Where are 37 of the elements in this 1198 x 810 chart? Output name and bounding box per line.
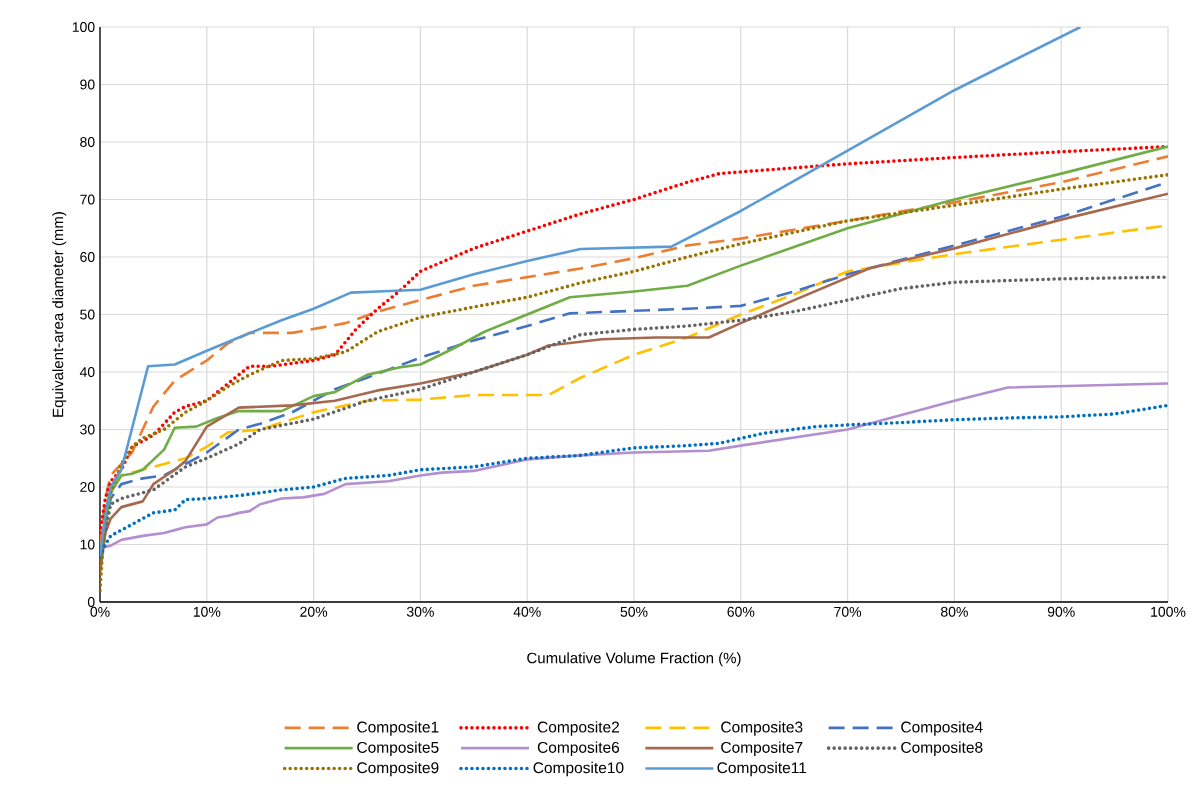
x-tick-label: 20% xyxy=(300,606,328,617)
legend-label: Composite2 xyxy=(537,721,619,736)
y-tick-label: 70 xyxy=(80,194,95,205)
line-series xyxy=(100,26,1082,558)
legend-label: Composite8 xyxy=(901,741,983,756)
y-tick-label: 90 xyxy=(80,79,95,90)
x-tick-label: 60% xyxy=(727,606,755,617)
legend-label: Composite6 xyxy=(537,741,620,756)
x-tick-label: 100% xyxy=(1151,606,1186,617)
y-tick-label: 0 xyxy=(87,597,95,607)
y-axis-title: Equivalent-area diameter (mm) xyxy=(52,212,67,417)
legend-label: Composite9 xyxy=(357,761,439,777)
y-tick-label: 30 xyxy=(80,424,95,435)
x-tick-label: 70% xyxy=(834,606,862,617)
y-tick-label: 50 xyxy=(80,309,95,320)
x-tick-label: 30% xyxy=(406,606,434,617)
y-tick-label: 60 xyxy=(80,252,95,262)
line-series xyxy=(100,403,1168,558)
x-tick-label: 90% xyxy=(1047,606,1075,617)
x-axis-title: Cumulative Volume Fraction (%) xyxy=(527,652,741,667)
legend-label: Composite7 xyxy=(721,741,803,756)
x-tick-label: 40% xyxy=(513,606,541,617)
x-tick-label: 50% xyxy=(620,606,648,617)
legend-label: Composite11 xyxy=(717,761,807,777)
x-tick-label: 80% xyxy=(941,606,968,617)
x-tick-label: 10% xyxy=(193,606,221,617)
legend-label: Composite10 xyxy=(533,761,624,777)
y-tick-label: 40 xyxy=(79,367,95,377)
x-tick-label: 0% xyxy=(90,606,110,617)
legend-label: Composite5 xyxy=(357,741,439,756)
y-tick-label: 20 xyxy=(80,482,95,492)
y-tick-label: 100 xyxy=(72,22,95,32)
y-tick-label: 80 xyxy=(80,137,95,147)
legend-label: Composite3 xyxy=(721,721,803,736)
legend-label: Composite4 xyxy=(901,721,983,736)
y-tick-label: 10 xyxy=(80,539,95,550)
legend-label: Composite1 xyxy=(357,721,439,736)
